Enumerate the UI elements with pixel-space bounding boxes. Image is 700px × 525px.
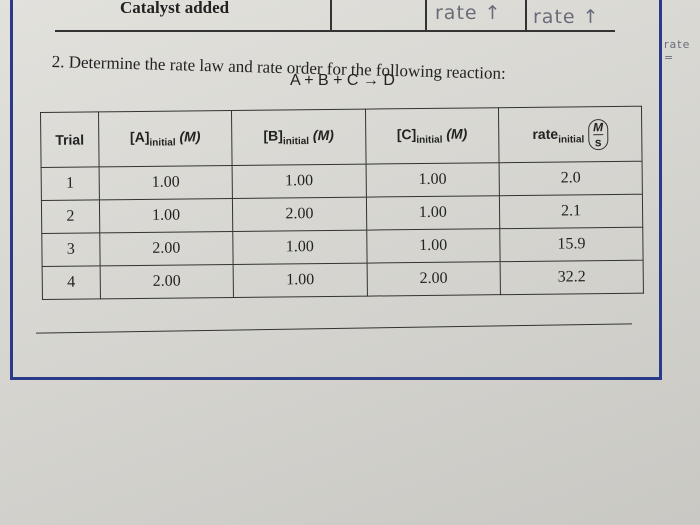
handwriting: rate ↑	[435, 2, 502, 24]
column-header: [A]initial (M)	[98, 110, 233, 167]
header-subscript: initial	[282, 136, 310, 148]
table-head: Trial [A]initial (M) [B]initial (M) [C]init…	[40, 106, 643, 168]
table-cell: 1.00	[366, 195, 500, 231]
column-header: Trial	[40, 111, 99, 168]
header-unit: (M)	[446, 125, 468, 142]
table-cell: 32.2	[500, 260, 644, 295]
header-row: Trial [A]initial (M) [B]initial (M) [C]init…	[40, 106, 643, 168]
fraction-denominator: s	[594, 134, 602, 149]
fraction-numerator: M	[592, 119, 604, 135]
cell-border	[525, 0, 527, 30]
table-cell: 2.00	[232, 197, 367, 232]
previous-table-row	[55, 0, 615, 32]
margin-note: rate =	[664, 38, 691, 64]
reaction: A + B + C → D	[290, 72, 395, 89]
table-cell: 1.00	[232, 164, 367, 199]
cell-border	[330, 0, 332, 30]
table-cell: 2	[41, 199, 100, 234]
header-subscript: initial	[149, 137, 176, 149]
rate-table: Trial [A]initial (M) [B]initial (M) [C]init…	[40, 106, 644, 300]
header-subscript: initial	[558, 133, 585, 146]
header-main: [C]	[396, 126, 417, 143]
table-cell: 4	[42, 265, 101, 300]
table-cell: 2.00	[99, 231, 234, 266]
table-cell: 1.00	[99, 198, 233, 233]
table-cell: 1	[41, 166, 100, 201]
table-cell: 1.00	[365, 162, 500, 198]
table-cell: 1.00	[233, 263, 368, 298]
table-cell: 3	[41, 232, 100, 267]
table-row: 4 2.00 1.00 2.00 32.2	[42, 260, 644, 300]
header-subscript: initial	[416, 134, 443, 146]
header-main: [A]	[129, 128, 150, 146]
column-header: [B]initial (M)	[231, 109, 366, 166]
header-unit: (M)	[179, 128, 201, 145]
table-body: 1 1.00 1.00 1.00 2.0 2 1.00 2.00 1.00 2.1 3 2.00 1.0…	[41, 161, 644, 300]
header-unit: (M)	[312, 127, 334, 144]
worksheet-frame	[10, 0, 662, 380]
cell-border	[425, 0, 427, 30]
table-cell: 2.00	[366, 261, 501, 297]
table-cell: 15.9	[499, 227, 644, 262]
table-cell: 1.00	[98, 165, 233, 200]
catalyst-label: Catalyst added	[120, 0, 230, 17]
column-header: [C]initial (M)	[365, 107, 500, 165]
handwriting: rate ↑	[533, 6, 600, 28]
table-cell: 2.00	[99, 264, 234, 299]
table-cell: 1.00	[232, 230, 367, 265]
header-main: Trial	[55, 131, 85, 148]
table-cell: 2.0	[499, 161, 643, 196]
header-main: [B]	[263, 127, 283, 144]
header-main: rate	[532, 125, 559, 142]
table-cell: 2.1	[499, 194, 643, 229]
table-cell: 1.00	[366, 228, 501, 264]
